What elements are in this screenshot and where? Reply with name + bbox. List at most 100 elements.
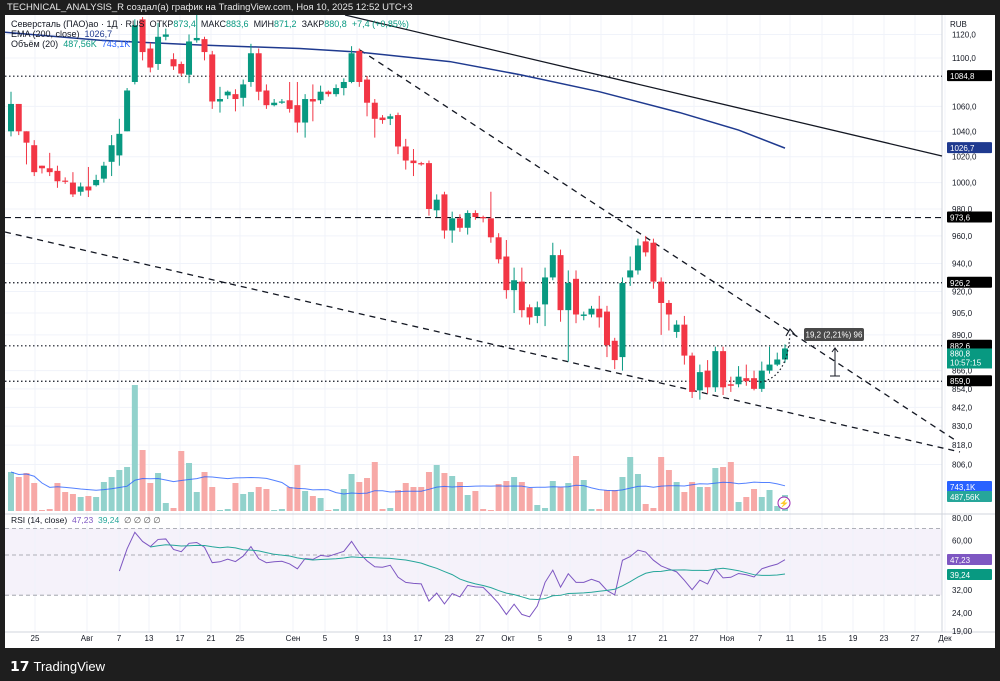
measure-label-bg bbox=[804, 328, 864, 341]
bar-countdown: 10:57:15 bbox=[950, 358, 982, 367]
volume-bar bbox=[751, 489, 758, 511]
volume-bar bbox=[611, 490, 618, 511]
level-price-tag: 882,6 bbox=[950, 342, 971, 351]
volume-ma-value: 743,1K bbox=[101, 39, 131, 49]
price-tick-label: 890,0 bbox=[952, 331, 973, 340]
candle-body bbox=[735, 376, 742, 385]
candle-body bbox=[681, 324, 688, 356]
rsi-ma-tag-bg bbox=[947, 569, 992, 580]
candle-body bbox=[542, 277, 549, 305]
volume-bar bbox=[743, 497, 750, 511]
lightning-glyph: ⚡ bbox=[779, 498, 789, 508]
rsi-tick-label: 32,00 bbox=[952, 586, 973, 595]
candle-body bbox=[162, 34, 169, 37]
rsi-label: RSI (14, close) bbox=[11, 515, 68, 525]
time-tick-label: 27 bbox=[476, 634, 485, 643]
candle-body bbox=[549, 255, 556, 278]
candle-body bbox=[371, 102, 378, 119]
candle-body bbox=[557, 255, 564, 311]
time-tick-label: 27 bbox=[911, 634, 920, 643]
level-price-tag-bg bbox=[947, 276, 992, 288]
volume-bar bbox=[766, 490, 773, 511]
candle-body bbox=[712, 351, 719, 388]
candle-body bbox=[704, 370, 711, 388]
candle-body bbox=[263, 90, 270, 106]
price-tick-label: 1000,0 bbox=[952, 179, 977, 188]
volume-bar bbox=[673, 482, 680, 511]
candle-body bbox=[116, 133, 123, 156]
volume-bar bbox=[774, 506, 781, 511]
candle-body bbox=[124, 90, 131, 132]
volume-bar bbox=[727, 462, 734, 511]
volume-tag-bg bbox=[947, 491, 992, 502]
volume-bar bbox=[456, 482, 463, 511]
candle-body bbox=[487, 218, 494, 238]
volume-bar bbox=[433, 465, 440, 511]
candle-body bbox=[696, 372, 703, 391]
candle-body bbox=[402, 146, 409, 161]
candle-body bbox=[379, 117, 386, 121]
rsi-ma-value: 39,24 bbox=[97, 515, 120, 525]
candle-body bbox=[85, 186, 92, 191]
ema-legend[interactable]: EMA (200, close) 1026,7 bbox=[11, 29, 112, 39]
rsi-tick-label: 80,00 bbox=[952, 514, 973, 523]
volume-bar bbox=[658, 457, 665, 511]
candle-body bbox=[193, 37, 200, 41]
volume-bar bbox=[201, 472, 208, 511]
volume-bar bbox=[596, 509, 603, 511]
tradingview-logo[interactable]: 𝟭𝟳 TradingView bbox=[10, 658, 105, 675]
rsi-tick-label: 19,00 bbox=[952, 627, 973, 636]
candle-body bbox=[247, 53, 254, 82]
time-tick-label: 11 bbox=[786, 634, 795, 643]
projection-arrowhead-icon bbox=[785, 327, 796, 337]
volume-legend[interactable]: Объём (20) 487,56K 743,1K bbox=[11, 39, 130, 49]
volume-bar bbox=[379, 509, 386, 511]
rsi-legend[interactable]: RSI (14, close) 47,23 39,24 ∅ ∅ ∅ ∅ bbox=[11, 515, 161, 526]
candle-body bbox=[178, 63, 185, 74]
candle-body bbox=[603, 311, 610, 346]
candle-body bbox=[689, 355, 696, 392]
candle-body bbox=[356, 50, 363, 82]
candle-body bbox=[433, 199, 440, 211]
chart-frame[interactable]: 19,2 (2,21%) 96 ⚡ RUB 1120,0 1100,0 1060,0 104… bbox=[5, 15, 995, 648]
measure-arrow-icon bbox=[831, 347, 839, 353]
candle-body bbox=[325, 91, 332, 95]
volume-bar bbox=[689, 482, 696, 511]
high-label: МАКС bbox=[200, 19, 227, 29]
symbol-legend[interactable]: Северсталь (ПАО)ао · 1Д · RUS ОТКР873,4 … bbox=[11, 19, 409, 29]
candle-body bbox=[224, 91, 231, 96]
rsi-ma-tag: 39,24 bbox=[950, 571, 971, 580]
candle-body bbox=[108, 145, 115, 162]
level-price-tag: 926,2 bbox=[950, 279, 971, 288]
candle-body bbox=[782, 348, 788, 360]
ema-200-line bbox=[5, 31, 786, 149]
candle-body bbox=[333, 88, 340, 95]
candle-body bbox=[758, 370, 765, 389]
candle-body bbox=[201, 39, 208, 53]
price-tick-label: 866,0 bbox=[952, 367, 973, 376]
candle-body bbox=[588, 308, 595, 315]
volume-bar bbox=[642, 504, 649, 511]
volume-bar bbox=[720, 467, 727, 511]
candle-body bbox=[15, 103, 22, 132]
candle-body bbox=[580, 314, 587, 316]
rsi-tag-bg bbox=[947, 554, 992, 565]
candle-body bbox=[387, 116, 394, 119]
volume-bar bbox=[665, 470, 672, 511]
candle-body bbox=[232, 94, 239, 100]
time-tick-label: Ноя bbox=[720, 634, 735, 643]
candle-body bbox=[294, 105, 301, 123]
footer: 𝟭𝟳 TradingView bbox=[0, 648, 1000, 681]
volume-bar bbox=[735, 502, 742, 511]
volume-bar bbox=[333, 509, 340, 511]
volume-bar bbox=[634, 474, 641, 511]
volume-bar bbox=[696, 487, 703, 511]
symbol-name[interactable]: Северсталь (ПАО)ао · 1Д · RUS bbox=[11, 19, 145, 29]
volume-bar bbox=[8, 472, 14, 511]
candle-body bbox=[395, 115, 401, 147]
rsi-tag: 47,23 bbox=[950, 556, 971, 565]
time-tick-label: 7 bbox=[117, 634, 122, 643]
volume-bar bbox=[619, 477, 626, 511]
time-tick-label: 23 bbox=[880, 634, 889, 643]
